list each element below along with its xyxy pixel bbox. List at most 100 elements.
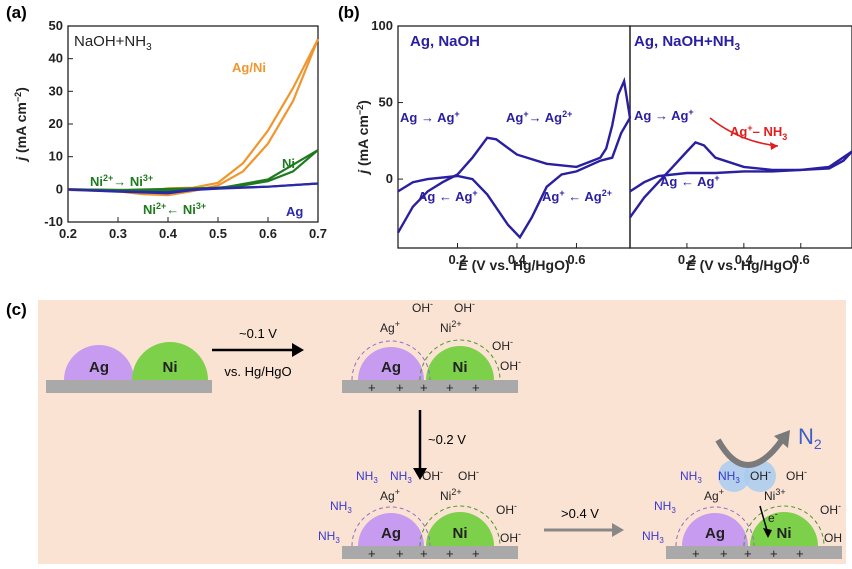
plot-frame-b-right xyxy=(629,25,852,249)
panel-a-label: (a) xyxy=(6,3,27,22)
svg-text:e-: e- xyxy=(768,509,778,525)
x-tick-label-a: 0.7 xyxy=(309,226,327,240)
svg-text:+: + xyxy=(770,546,778,561)
annotation-agplus-to-ag: Ag ← Ag+ xyxy=(418,188,478,204)
svg-text:OH-: OH- xyxy=(496,501,517,517)
chart-a-ylabel: j (mA cm−2) xyxy=(13,87,29,163)
y-tick-label-a: 40 xyxy=(49,51,63,66)
y-tick-label-a: 0 xyxy=(56,181,63,196)
svg-text:+: + xyxy=(796,546,804,561)
svg-text:OH-: OH- xyxy=(412,299,433,315)
svg-text:NH3: NH3 xyxy=(318,529,340,545)
panel-a-chart: (a) NaOH+NH3 0.2 0.3 0.4 0.5 0.6 0.7 -10 0 10 20 3… xyxy=(6,3,327,240)
svg-text:OH-: OH- xyxy=(786,467,807,483)
x-tick-label-a: 0.4 xyxy=(159,226,178,240)
arrow3-label: >0.4 V xyxy=(561,506,599,521)
legend-label-ag: Ag xyxy=(286,204,303,219)
svg-text:Ni: Ni xyxy=(453,525,468,542)
svg-text:Ag: Ag xyxy=(89,359,109,376)
annotation-ni2-ni3: Ni2+→ Ni3+ xyxy=(90,173,153,189)
y-tick-label-a: -10 xyxy=(44,214,63,229)
annotation-right-agplus-to-ag: Ag ← Ag+ xyxy=(660,173,720,189)
svg-text:NH3: NH3 xyxy=(718,469,740,485)
chart-b-right-title: Ag, NaOH+NH3 xyxy=(634,33,740,53)
svg-text:+: + xyxy=(744,546,752,561)
x-tick-label-a: 0.6 xyxy=(259,226,277,240)
annotation-agplus-nh3: Ag+– NH3 xyxy=(730,123,787,142)
series-line-ni-forward xyxy=(67,149,319,192)
series-line-b-right-forward xyxy=(629,141,852,219)
chart-a-title: NaOH+NH3 xyxy=(74,33,152,53)
svg-text:OH-: OH- xyxy=(500,357,521,373)
state-1: Ag Ni xyxy=(46,342,212,393)
chart-b-left-xlabel: E (V vs. Hg/HgO) xyxy=(458,257,569,273)
plot-frame-b-left xyxy=(397,25,631,249)
annotation-agplus-to-ag2plus: Ag+→ Ag2+ xyxy=(506,109,572,125)
ni-particle xyxy=(132,342,208,380)
svg-text:Ag: Ag xyxy=(381,525,401,542)
chart-b-ylabel: j (mA cm−2) xyxy=(355,100,371,176)
y-tick-label-b: 50 xyxy=(379,95,393,110)
chart-b-left-title: Ag, NaOH xyxy=(410,33,480,50)
series-line-b-right-reverse xyxy=(629,150,852,193)
state-4: Ag Ni Ag+ Ni3+ OH- OH- OH- OH NH3 NH3 NH… xyxy=(642,424,842,561)
arrow2-label: ~0.2 V xyxy=(428,432,466,447)
svg-text:+: + xyxy=(420,546,428,561)
y-tick-label-a: 10 xyxy=(49,149,63,164)
svg-text:NH3: NH3 xyxy=(642,529,664,545)
svg-text:+: + xyxy=(446,546,454,561)
svg-text:+: + xyxy=(472,380,480,395)
svg-text:NH3: NH3 xyxy=(680,469,702,485)
x-tick-label-b-left: 0.2 xyxy=(448,252,466,267)
y-tick-label-a: 30 xyxy=(49,83,63,98)
panel-c-scheme: (c) Ag Ni ~0.1 V vs. Hg/HgO Ag Ni Ag + Ni… xyxy=(6,299,846,564)
legend-label-ni: Ni xyxy=(282,156,295,171)
svg-text:OH-: OH- xyxy=(492,337,513,353)
series-line-agni-forward xyxy=(67,38,319,194)
svg-text:Ag: Ag xyxy=(381,359,401,376)
x-tick-label-b-right: 0.4 xyxy=(735,252,754,267)
svg-text:NH3: NH3 xyxy=(654,499,676,515)
svg-text:+: + xyxy=(720,546,728,561)
state-2: Ag Ni Ag+ Ni2+ OH- OH- OH- OH- + + + + + xyxy=(342,299,521,395)
x-tick-label-b-right: 0.6 xyxy=(792,252,810,267)
series-line-b-left-forward xyxy=(396,76,632,234)
annotation-ag2plus-to-agplus: Ag+ ← Ag2+ xyxy=(542,188,612,204)
y-tick-label-b: 100 xyxy=(371,18,393,33)
x-tick-label-b-left: 0.6 xyxy=(567,252,585,267)
annotation-ni3-ni2: Ni2+← Ni3+ xyxy=(143,201,206,217)
y-tick-label-a: 20 xyxy=(49,116,63,131)
x-tick-label-a: 0.2 xyxy=(59,226,77,240)
svg-text:+: + xyxy=(396,380,404,395)
ag-particle xyxy=(64,345,134,380)
svg-text:+: + xyxy=(396,546,404,561)
svg-text:Ni: Ni xyxy=(163,359,178,376)
svg-text:Ag: Ag xyxy=(705,525,725,542)
n2-release-arrow xyxy=(715,438,785,468)
y-tick-label-a: 50 xyxy=(49,18,63,33)
chart-b-right-xlabel: E (V vs. Hg/HgO) xyxy=(686,257,797,273)
svg-text:OH-: OH- xyxy=(422,467,443,483)
svg-text:OH: OH xyxy=(824,531,842,545)
series-line-b-left-reverse xyxy=(397,117,632,240)
svg-text:+: + xyxy=(692,546,700,561)
x-tick-label-b-left: 0.4 xyxy=(508,252,527,267)
panel-c-label: (c) xyxy=(6,300,27,319)
x-tick-label-a: 0.5 xyxy=(209,226,227,240)
panel-b-chart: (b) 0.2 0.4 0.6 0 50 100 0.2 0.4 0.6 Ag, NaOH Ag… xyxy=(338,3,852,273)
svg-text:+: + xyxy=(368,380,376,395)
svg-text:+: + xyxy=(472,546,480,561)
svg-text:Ni: Ni xyxy=(453,359,468,376)
arrow1-top-label: ~0.1 V xyxy=(239,326,277,341)
svg-text:Ni: Ni xyxy=(777,525,792,542)
legend-label-agni: Ag/Ni xyxy=(232,60,266,75)
annotation-right-ag-to-agplus: Ag → Ag+ xyxy=(634,107,694,123)
series-line-ag-reverse xyxy=(67,182,319,195)
svg-text:OH-: OH- xyxy=(820,501,841,517)
arrow1-bottom-label: vs. Hg/HgO xyxy=(224,364,291,379)
svg-text:OH-: OH- xyxy=(750,467,771,483)
svg-text:+: + xyxy=(446,380,454,395)
state-3: Ag Ni Ag+ Ni2+ OH- OH- OH- OH- NH3 NH3 N… xyxy=(318,467,521,561)
svg-text:NH3: NH3 xyxy=(390,469,412,485)
panel-b-label: (b) xyxy=(338,3,360,22)
